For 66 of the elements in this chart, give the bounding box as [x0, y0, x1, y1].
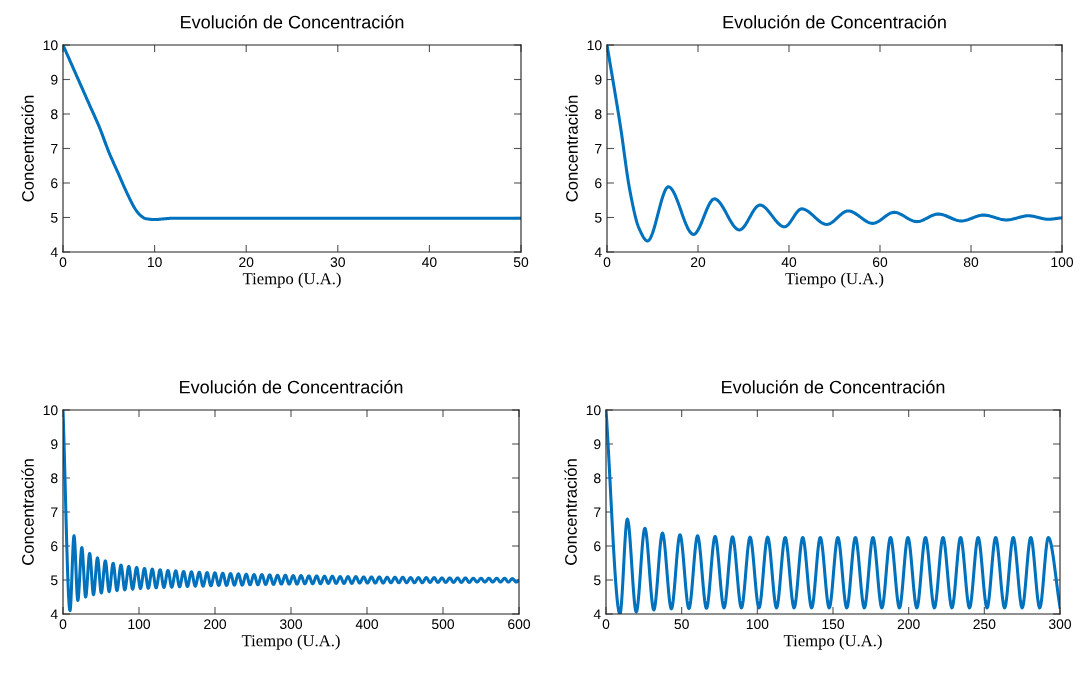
x-tick-label: 50	[674, 619, 689, 630]
chart-title: Evolución de Concentración	[722, 380, 945, 394]
x-tick-label: 0	[59, 619, 67, 630]
x-tick-label: 0	[602, 619, 610, 630]
y-tick-label: 7	[51, 507, 58, 518]
x-tick-label: 250	[973, 619, 996, 630]
x-tick-label: 0	[59, 257, 67, 268]
y-tick-label: 5	[50, 575, 58, 586]
x-tick-label: 20	[239, 257, 254, 268]
y-tick-label: 8	[594, 473, 601, 484]
x-tick-label: 100	[746, 619, 769, 630]
y-tick-label: 6	[595, 178, 602, 189]
y-tick-label: 5	[593, 575, 601, 586]
y-axis-title: Concentración	[564, 459, 577, 565]
y-tick-label: 9	[594, 439, 601, 450]
x-tick-label: 500	[431, 619, 455, 630]
x-tick-label: 300	[1048, 619, 1072, 630]
y-tick-label: 8	[51, 473, 58, 484]
y-tick-label: 10	[587, 40, 602, 51]
chart-title: Evolución de Concentración	[723, 15, 946, 29]
x-tick-label: 40	[422, 257, 437, 268]
y-tick-label: 6	[51, 178, 58, 189]
x-tick-label: 200	[897, 619, 920, 630]
x-tick-label: 80	[963, 257, 979, 268]
y-tick-label: 5	[50, 212, 58, 223]
y-tick-label: 9	[51, 439, 58, 450]
y-tick-label: 4	[594, 247, 602, 258]
x-axis-title: Tiempo (U.A.)	[783, 634, 882, 650]
x-tick-label: 100	[128, 619, 151, 630]
x-tick-label: 200	[204, 619, 227, 630]
x-tick-label: 30	[330, 257, 345, 268]
y-tick-label: 10	[43, 40, 58, 51]
x-tick-label: 150	[822, 619, 845, 630]
y-tick-label: 4	[593, 609, 601, 620]
x-tick-label: 10	[147, 257, 162, 268]
y-axis-title: Concentración	[21, 459, 34, 565]
y-tick-label: 9	[51, 74, 58, 85]
y-axis-title: Concentración	[21, 95, 34, 202]
y-tick-label: 7	[595, 143, 602, 154]
chart-title: Evolución de Concentración	[181, 15, 404, 29]
y-axis-title: Concentración	[565, 95, 578, 202]
y-tick-label: 4	[50, 609, 58, 620]
y-tick-label: 10	[43, 405, 58, 416]
chart-title: Evolución de Concentración	[180, 380, 403, 394]
x-tick-label: 600	[508, 619, 531, 630]
x-tick-label: 20	[690, 257, 706, 268]
x-axis-title: Tiempo (U.A.)	[242, 272, 341, 288]
y-tick-label: 7	[51, 143, 58, 154]
x-tick-label: 300	[279, 619, 303, 630]
x-axis-title: Tiempo (U.A.)	[785, 272, 884, 288]
x-tick-label: 50	[513, 257, 529, 268]
y-tick-label: 9	[595, 74, 602, 85]
y-tick-label: 8	[51, 109, 58, 120]
x-axis-title: Tiempo (U.A.)	[241, 634, 340, 650]
y-tick-label: 4	[50, 247, 58, 258]
x-tick-label: 40	[781, 257, 797, 268]
y-tick-label: 7	[594, 507, 601, 518]
y-tick-label: 5	[594, 212, 602, 223]
y-tick-label: 6	[51, 541, 58, 552]
x-tick-label: 60	[872, 257, 888, 268]
y-tick-label: 6	[594, 541, 601, 552]
y-tick-label: 10	[586, 405, 601, 416]
x-tick-label: 400	[355, 619, 379, 630]
x-tick-label: 0	[603, 257, 611, 268]
x-tick-label: 100	[1051, 257, 1074, 268]
y-tick-label: 8	[595, 109, 602, 120]
